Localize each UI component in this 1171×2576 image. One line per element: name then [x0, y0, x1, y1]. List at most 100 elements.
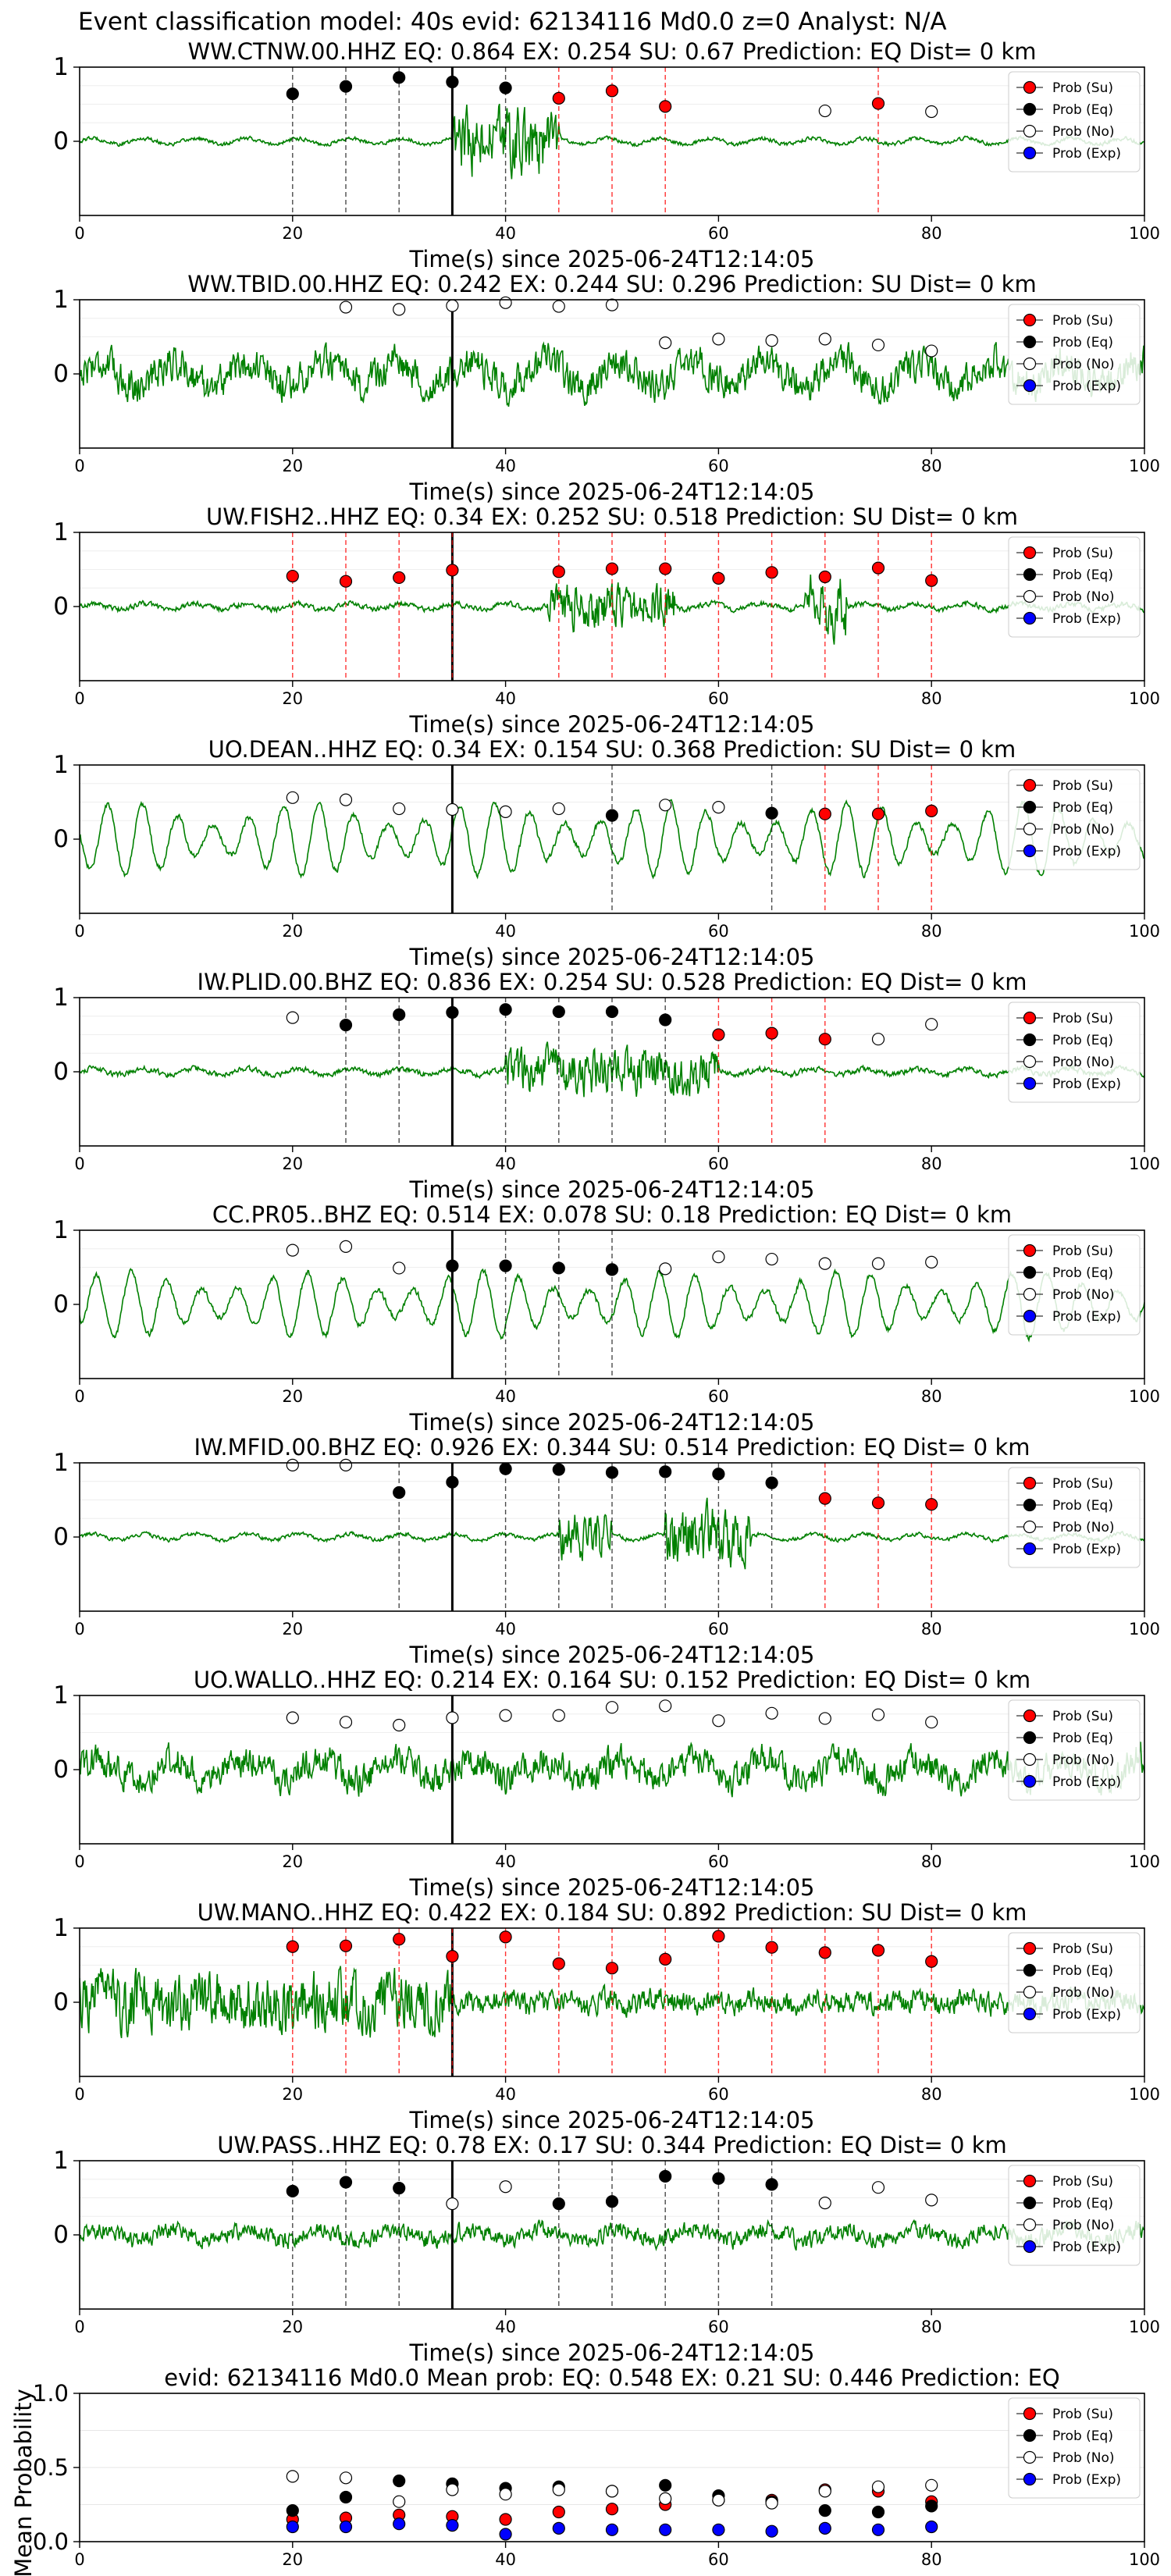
prob-marker-su	[446, 564, 459, 577]
legend-label: Prob (Exp)	[1052, 2007, 1121, 2023]
x-tick-label: 40	[495, 1620, 516, 1638]
legend-marker-no	[1023, 1752, 1037, 1767]
legend-marker-eq	[1023, 800, 1037, 814]
prob-marker-su	[659, 100, 672, 113]
prob-marker-no	[712, 801, 725, 814]
prob-marker-su	[712, 571, 725, 585]
prob-marker-no	[765, 334, 778, 347]
prob-marker-su	[871, 807, 885, 820]
legend-box	[1008, 1234, 1141, 1336]
y-tick-label: 0	[53, 1523, 69, 1551]
mean-marker-no	[818, 2485, 831, 2498]
x-tick-label: 40	[495, 224, 516, 243]
x-tick-label: 0	[74, 2085, 84, 2104]
prob-marker-eq	[605, 2195, 619, 2208]
mean-marker-no	[499, 2488, 512, 2501]
legend-marker-su	[1023, 1476, 1037, 1490]
x-tick-label: 20	[282, 457, 303, 475]
legend-marker-eq	[1023, 102, 1037, 116]
prob-marker-no	[339, 1716, 353, 1729]
panel-title: WW.TBID.00.HHZ EQ: 0.242 EX: 0.244 SU: 0…	[187, 271, 1036, 297]
legend-marker-no	[1023, 357, 1037, 371]
prob-marker-eq	[552, 1261, 565, 1275]
legend-marker-eq	[1023, 1033, 1037, 1047]
panel-title: UW.FISH2..HHZ EQ: 0.34 EX: 0.252 SU: 0.5…	[206, 503, 1018, 530]
mean-marker-no	[871, 2480, 885, 2493]
legend-marker-no	[1023, 1985, 1037, 1999]
legend-label: Prob (Su)	[1052, 2174, 1113, 2190]
x-tick-label: 60	[708, 922, 729, 941]
x-tick-label: 80	[921, 224, 942, 243]
x-tick-label: 60	[708, 457, 729, 475]
prob-marker-no	[818, 104, 831, 118]
mean-marker-exp	[871, 2523, 885, 2536]
legend-marker-exp	[1023, 844, 1037, 858]
waveform-trace	[80, 799, 1144, 880]
prob-marker-eq	[552, 1005, 565, 1019]
prob-marker-no	[765, 1706, 778, 1720]
station-panel-9: UW.MANO..HHZ EQ: 0.422 EX: 0.184 SU: 0.8…	[53, 1899, 1160, 2133]
mean-marker-no	[393, 2495, 406, 2508]
prob-marker-no	[499, 296, 512, 309]
prob-marker-no	[499, 1709, 512, 1722]
prob-marker-eq	[446, 1475, 459, 1489]
station-panel-4: UO.DEAN..HHZ EQ: 0.34 EX: 0.154 SU: 0.36…	[53, 736, 1160, 970]
prob-marker-su	[286, 569, 299, 583]
legend-marker-su	[1023, 2174, 1037, 2188]
x-axis-label: Time(s) since 2025-06-24T12:14:05	[409, 1874, 815, 1901]
x-tick-label: 80	[921, 457, 942, 475]
mean-marker-exp	[712, 2523, 725, 2536]
prob-marker-eq	[339, 80, 353, 93]
legend: Prob (Su) Prob (Eq) Prob (No) Prob (Exp)	[1008, 71, 1141, 173]
prob-marker-eq	[765, 806, 778, 820]
y-tick-label: 1	[53, 53, 69, 81]
prob-marker-no	[712, 1251, 725, 1264]
prob-marker-su	[818, 1946, 831, 1959]
legend-label: Prob (Su)	[1052, 1011, 1113, 1026]
prob-marker-eq	[605, 1466, 619, 1479]
legend-box	[1008, 71, 1141, 173]
waveform-trace	[80, 341, 1144, 407]
waveform-trace	[80, 1041, 1144, 1098]
legend-label: Prob (Exp)	[1052, 2472, 1121, 2488]
x-tick-label: 0	[74, 1155, 84, 1173]
legend: Prob (Su) Prob (Eq) Prob (No) Prob (Exp)	[1008, 1699, 1141, 1801]
prob-marker-no	[659, 799, 672, 812]
prob-marker-no	[818, 333, 831, 346]
x-tick-label: 20	[282, 1155, 303, 1173]
legend-label: Prob (Eq)	[1052, 2428, 1113, 2444]
x-axis-label: Time(s) since 2025-06-24T12:14:05	[409, 944, 815, 970]
x-tick-label: 40	[495, 2550, 516, 2569]
prob-marker-eq	[499, 1259, 512, 1272]
prob-marker-eq	[712, 2172, 725, 2185]
x-tick-label: 40	[495, 2318, 516, 2336]
prob-marker-eq	[446, 1005, 459, 1019]
x-tick-label: 60	[708, 1852, 729, 1871]
x-tick-label: 80	[921, 1620, 942, 1638]
x-tick-label: 60	[708, 2318, 729, 2336]
prob-marker-no	[925, 1255, 938, 1268]
mean-marker-exp	[339, 2520, 353, 2534]
legend-label: Prob (Eq)	[1052, 2196, 1113, 2211]
prob-marker-su	[925, 1498, 938, 1511]
x-tick-label: 100	[1129, 2550, 1160, 2569]
y-tick-label: 0	[53, 1290, 69, 1318]
legend-marker-su	[1023, 2407, 1037, 2421]
legend-marker-exp	[1023, 146, 1037, 160]
legend-marker-eq	[1023, 1498, 1037, 1512]
x-tick-label: 40	[495, 1387, 516, 1406]
legend-marker-eq	[1023, 2196, 1037, 2210]
legend-label: Prob (No)	[1052, 2218, 1115, 2233]
prob-marker-no	[393, 802, 406, 816]
x-tick-label: 100	[1129, 1387, 1160, 1406]
legend-marker-eq	[1023, 2428, 1037, 2443]
prob-marker-eq	[446, 1259, 459, 1272]
prob-marker-no	[925, 105, 938, 119]
mean-marker-exp	[605, 2523, 619, 2536]
legend-label: Prob (Exp)	[1052, 2240, 1121, 2255]
prob-marker-su	[605, 1962, 619, 1975]
legend: Prob (Su) Prob (Eq) Prob (No) Prob (Exp)	[1008, 2165, 1141, 2266]
y-tick-label: 0	[53, 1988, 69, 2016]
mean-marker-eq	[925, 2500, 938, 2513]
legend-label: Prob (Eq)	[1052, 102, 1113, 118]
